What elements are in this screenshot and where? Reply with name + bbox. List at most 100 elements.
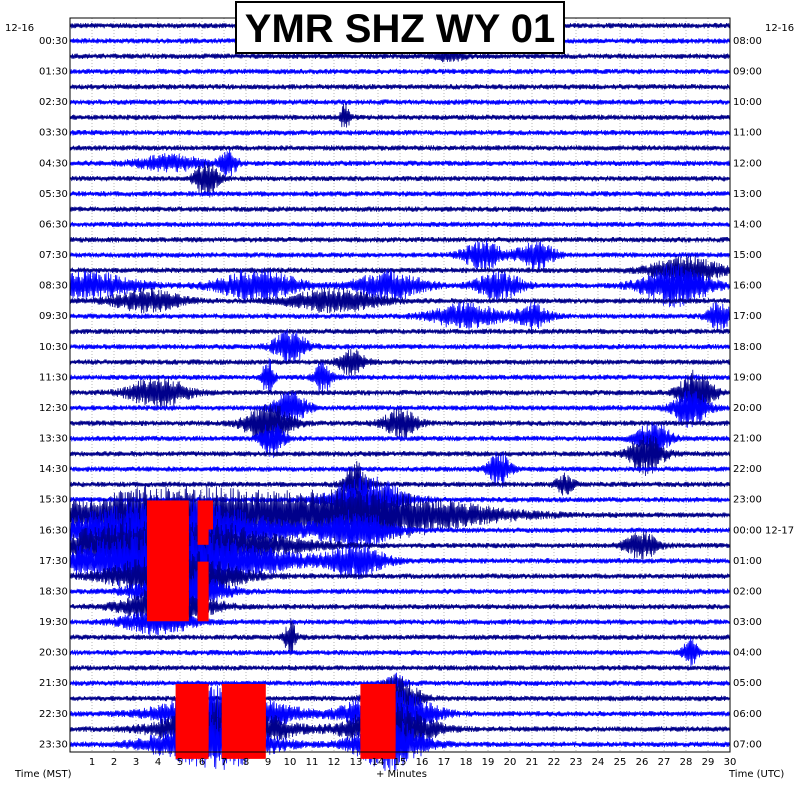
minute-tick-label: 15	[394, 757, 407, 768]
minute-tick-label: 14	[372, 757, 385, 768]
utc-time-label: 11:00	[733, 128, 762, 139]
mst-time-label: 09:30	[39, 311, 68, 322]
seismic-trace	[69, 636, 730, 668]
seismic-trace	[69, 665, 730, 671]
minute-tick-label: 17	[438, 757, 451, 768]
seismic-trace	[69, 607, 730, 636]
seismic-trace	[69, 145, 730, 151]
seismic-trace	[69, 221, 730, 228]
seismic-trace	[69, 148, 730, 177]
minute-tick-label: 23	[570, 757, 583, 768]
y-axis-label-mst: Time (MST)	[14, 769, 72, 780]
minute-tick-label: 8	[243, 757, 249, 768]
seismic-trace	[69, 161, 730, 198]
seismic-trace	[69, 287, 730, 314]
mst-time-label: 22:30	[39, 709, 68, 720]
clipped-signal-blocks	[147, 500, 396, 759]
minute-tick-label: 1	[89, 757, 95, 768]
minute-tick-label: 29	[702, 757, 715, 768]
mst-time-labels: 00:30 01:30 02:30 03:30 04:30 05:30 06:30 07:30…	[39, 36, 68, 750]
utc-time-label: 22:00	[733, 464, 762, 475]
seismic-trace	[69, 390, 730, 428]
minute-tick-label: 20	[504, 757, 517, 768]
utc-time-label: 16:00	[733, 281, 762, 292]
mst-time-label: 08:30	[39, 281, 68, 292]
utc-time-label: 00:00 12-17	[733, 525, 794, 536]
seismic-trace	[69, 99, 730, 105]
seismic-trace	[69, 460, 730, 509]
clipped-signal	[197, 561, 209, 591]
seismic-trace	[69, 103, 730, 128]
chart-title: YMR SHZ WY 01	[245, 7, 555, 51]
clipped-signal	[197, 515, 209, 545]
utc-time-label: 15:00	[733, 250, 762, 261]
utc-time-label: 07:00	[733, 739, 762, 750]
mst-time-label: 04:30	[39, 158, 68, 169]
mst-time-label: 00:30	[39, 36, 68, 47]
mst-time-label: 14:30	[39, 464, 68, 475]
mst-time-label: 19:30	[39, 617, 68, 628]
seismic-trace	[69, 47, 730, 63]
seismic-trace	[69, 358, 730, 393]
seismic-trace	[69, 328, 730, 335]
minute-tick-label: 6	[199, 757, 205, 768]
minute-tick-label: 13	[350, 757, 363, 768]
seismic-trace	[69, 421, 730, 458]
seismic-trace	[69, 253, 730, 287]
seismic-trace	[69, 369, 730, 415]
mst-time-label: 20:30	[39, 648, 68, 659]
minute-tick-label: 21	[526, 757, 539, 768]
seismic-trace	[69, 239, 730, 273]
mst-time-label: 15:30	[39, 495, 68, 506]
date-right: 12-16	[765, 23, 794, 34]
clipped-signal	[147, 592, 189, 622]
utc-time-label: 17:00	[733, 311, 762, 322]
seismic-trace	[69, 236, 730, 243]
minute-tick-label: 11	[306, 757, 319, 768]
clipped-signal	[197, 576, 209, 606]
minute-tick-label: 5	[177, 757, 183, 768]
utc-time-label: 13:00	[733, 189, 762, 200]
mst-time-label: 12:30	[39, 403, 68, 414]
mst-time-label: 11:30	[39, 372, 68, 383]
utc-time-label: 12:00	[733, 158, 762, 169]
mst-time-label: 03:30	[39, 128, 68, 139]
minute-tick-label: 12	[328, 757, 341, 768]
seismic-trace	[69, 84, 730, 90]
utc-time-label: 10:00	[733, 97, 762, 108]
utc-time-label: 09:00	[733, 67, 762, 78]
utc-time-label: 02:00	[733, 586, 762, 597]
mst-time-label: 21:30	[39, 678, 68, 689]
utc-time-label: 08:00	[733, 36, 762, 47]
seismic-trace	[69, 68, 730, 75]
minute-tick-label: 26	[636, 757, 649, 768]
mst-time-label: 07:30	[39, 250, 68, 261]
minute-tick-label: 18	[460, 757, 473, 768]
minute-tick-labels: 1 2 3 4 5 6 7 8 9 10 11 12 13 14 15 16 17 18 19 20 21 22 23 24 2…	[89, 757, 737, 768]
seismic-trace	[69, 451, 730, 488]
minute-tick-label: 25	[614, 757, 627, 768]
utc-time-label: 05:00	[733, 678, 762, 689]
mst-time-label: 18:30	[39, 586, 68, 597]
mst-time-label: 05:30	[39, 189, 68, 200]
mst-time-label: 02:30	[39, 97, 68, 108]
y-axis-label-utc: Time (UTC)	[728, 769, 784, 780]
utc-time-label: 04:00	[733, 648, 762, 659]
minute-tick-label: 4	[155, 757, 161, 768]
seismic-trace	[69, 206, 730, 212]
mst-time-label: 16:30	[39, 525, 68, 536]
utc-time-label: 06:00	[733, 709, 762, 720]
utc-time-label: 03:00	[733, 617, 762, 628]
seismic-trace	[69, 301, 730, 332]
minute-tick-label: 24	[592, 757, 605, 768]
minute-tick-label: 22	[548, 757, 561, 768]
clipped-signal	[197, 592, 209, 622]
clipped-signal	[221, 729, 266, 759]
seismic-trace	[69, 618, 730, 656]
utc-time-label: 18:00	[733, 342, 762, 353]
utc-time-label: 19:00	[733, 372, 762, 383]
date-left: 12-16	[5, 23, 34, 34]
minute-tick-label: 10	[284, 757, 297, 768]
seismic-trace	[69, 329, 730, 365]
